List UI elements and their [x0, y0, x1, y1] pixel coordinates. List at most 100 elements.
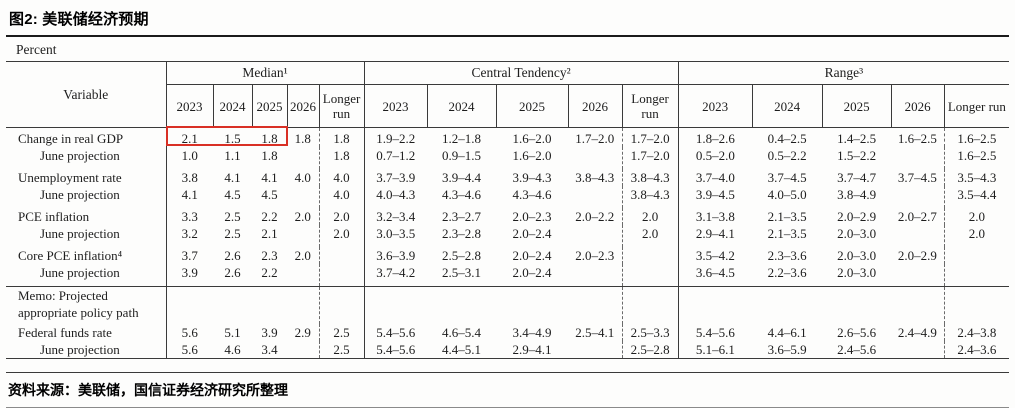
cell-median-2025: 1.8 [261, 148, 278, 163]
cell-central-tendency-2024: 1.2–1.8 [442, 131, 482, 146]
cell-median-2024: 2.6 [224, 248, 241, 263]
cell-range-2023: 3.6–4.5 [677, 264, 753, 287]
cell-central-tendency-2026: 2.0–2.2 [575, 209, 615, 224]
cell-central-tendency-2024: 4.3–4.6 [442, 187, 482, 202]
cell-median-2025: 4.1 [261, 170, 278, 185]
year-header-ct-2025: 2025 [495, 84, 569, 128]
cell-central-tendency-2025: 4.3–4.6 [512, 187, 552, 202]
cell-central-tendency-2023: 5.4–5.6 [363, 341, 428, 359]
cell-range-longer-run [943, 286, 1010, 324]
cell-median-2026 [287, 225, 319, 247]
year-header-median-2023: 2023 [165, 84, 213, 128]
cell-central-tendency-2026: 2.5–4.1 [575, 325, 615, 340]
cell-range-longer-run: 3.5–4.4 [943, 186, 1010, 208]
cell-central-tendency-longer-run: 2.0 [621, 208, 679, 225]
cell-range-2024: 2.1–3.5 [767, 226, 807, 241]
cell-median-2025: 2.1 [261, 226, 278, 241]
table-row: June projection 1.0 1.1 1.8 1.8 0.7–1.2 0.9–1.… [6, 147, 1010, 169]
cell-central-tendency-2023: 3.7–3.9 [363, 169, 428, 186]
cell-range-2025: 1.4–2.5 [837, 131, 877, 146]
cell-median-2024: 2.5 [224, 209, 241, 224]
cell-central-tendency-2026 [568, 341, 622, 359]
cell-range-2025: 3.7–4.7 [837, 170, 877, 185]
cell-median-2026: 4.0 [294, 170, 311, 185]
cell-range-2025: 2.0–3.0 [837, 248, 877, 263]
unit-label: Percent [16, 42, 57, 57]
cell-range-2023: 3.5–4.2 [677, 247, 753, 264]
cell-range-longer-run [943, 247, 1010, 264]
cell-range-2023: 5.4–5.6 [677, 324, 753, 341]
page-title: 图2: 美联储经济预期 [9, 11, 149, 28]
source-note: 资料来源：美联储，国信证券经济研究所整理 [8, 382, 288, 398]
cell-central-tendency-longer-run [621, 247, 679, 264]
cell-range-2026 [891, 286, 945, 324]
table-row: June projection 4.1 4.5 4.5 4.0 4.0–4.3 4.3–4.… [6, 186, 1010, 208]
cell-range-2026 [891, 186, 944, 208]
cell-central-tendency-2024: 0.9–1.5 [442, 148, 482, 163]
cell-median-2025: 2.2 [261, 265, 278, 280]
cell-median-2023: 2.1 [165, 126, 288, 147]
cell-range-2026 [891, 225, 944, 247]
year-header-range-longer-run: Longer run [943, 84, 1010, 128]
cell-central-tendency-longer-run: 2.5–2.8 [621, 341, 679, 359]
cell-median-longer-run: 1.8 [318, 147, 365, 169]
cell-range-2026 [891, 147, 944, 169]
cell-central-tendency-2024: 2.5–3.1 [442, 265, 482, 280]
year-header-range-2023: 2023 [677, 84, 753, 128]
cell-median-2025 [252, 286, 287, 324]
cell-central-tendency-longer-run: 1.7–2.0 [621, 127, 679, 147]
cell-range-2024: 0.5–2.2 [767, 148, 807, 163]
table-row: Federal funds rate 5.6 5.1 3.9 2.9 2.5 5.4–5.6… [6, 324, 1010, 341]
cell-central-tendency-2025: 2.0–2.4 [512, 248, 552, 263]
cell-median-longer-run: 2.0 [318, 208, 365, 225]
cell-central-tendency-2025: 3.4–4.9 [512, 325, 552, 340]
cell-range-longer-run: 2.4–3.8 [943, 324, 1010, 341]
row-label: June projection [40, 342, 120, 357]
cell-median-2023: 4.1 [165, 186, 213, 208]
cell-range-2026: 2.0–2.9 [897, 248, 937, 263]
row-label: Memo: Projected appropriate policy path [6, 286, 166, 324]
cell-central-tendency-2024: 2.3–2.7 [442, 209, 482, 224]
cell-median-2024: 1.1 [224, 148, 241, 163]
cell-range-2025: 1.5–2.2 [837, 148, 877, 163]
cell-range-2023: 1.8–2.6 [677, 127, 753, 147]
cell-range-2024: 2.1–3.5 [767, 209, 807, 224]
cell-range-2025: 2.4–5.6 [837, 342, 877, 357]
year-header-range-2026: 2026 [890, 84, 945, 128]
cell-median-2025: 3.4 [261, 342, 278, 357]
cell-median-2026: 2.9 [294, 325, 311, 340]
year-header-range-2025: 2025 [821, 84, 892, 128]
cell-central-tendency-2025: 1.6–2.0 [512, 131, 552, 146]
cell-median-longer-run: 2.0 [318, 225, 365, 247]
cell-median-longer-run [318, 247, 365, 264]
cell-central-tendency-longer-run: 1.7–2.0 [621, 147, 679, 169]
cell-median-2026 [287, 286, 319, 324]
cell-range-longer-run: 2.0 [943, 225, 1010, 247]
cell-median-2024: 2.5 [224, 226, 241, 241]
cell-median-longer-run: 4.0 [318, 186, 365, 208]
cell-median-2024: 1.5 [224, 131, 241, 146]
cell-median-2023: 3.8 [165, 169, 213, 186]
cell-median-longer-run [318, 286, 365, 324]
year-header-ct-longer-run: Longer run [621, 84, 679, 128]
cell-range-2025: 2.0–3.0 [837, 265, 877, 280]
cell-range-2024: 3.7–4.5 [767, 170, 807, 185]
cell-central-tendency-longer-run: 3.8–4.3 [621, 169, 679, 186]
cell-median-longer-run: 2.5 [318, 341, 365, 359]
cell-central-tendency-2026 [568, 286, 623, 324]
cell-central-tendency-2025: 2.9–4.1 [512, 342, 552, 357]
cell-median-2023: 5.6 [165, 341, 213, 359]
cell-range-2026: 2.0–2.7 [897, 209, 937, 224]
group-header-central-tendency: Central Tendency² [363, 61, 679, 85]
cell-range-2023: 5.1–6.1 [677, 341, 753, 359]
year-header-median-longer-run: Longer run [318, 84, 365, 128]
cell-central-tendency-2024: 4.4–5.1 [442, 342, 482, 357]
cell-central-tendency-2024: 3.9–4.4 [442, 170, 482, 185]
cell-range-2024: 0.4–2.5 [767, 131, 807, 146]
cell-central-tendency-2026 [568, 147, 622, 169]
cell-median-2025: 1.8 [261, 131, 278, 146]
cell-median-2023: 3.2 [165, 225, 213, 247]
cell-median-2026: 2.0 [294, 248, 311, 263]
cell-range-2025: 2.0–2.9 [837, 209, 877, 224]
cell-median-longer-run [318, 264, 365, 287]
